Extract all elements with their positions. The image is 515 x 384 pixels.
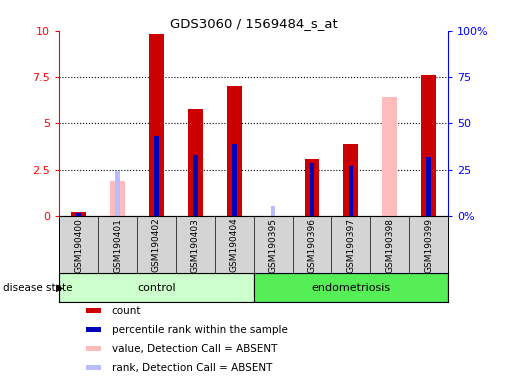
Text: ▶: ▶ [56,283,63,293]
Text: GSM190396: GSM190396 [307,218,316,273]
Bar [87,346,101,351]
Text: GSM190398: GSM190398 [385,218,394,273]
Bar [271,206,276,216]
Bar [421,75,436,216]
Bar [115,170,120,216]
Bar [193,155,198,216]
Text: count: count [112,306,141,316]
Bar [110,181,125,216]
Bar [310,163,314,216]
Text: value, Detection Call = ABSENT: value, Detection Call = ABSENT [112,344,277,354]
Text: GSM190401: GSM190401 [113,218,122,273]
Text: percentile rank within the sample: percentile rank within the sample [112,325,287,335]
Text: GSM190404: GSM190404 [230,218,238,272]
Bar [426,157,431,216]
Bar [349,166,353,216]
Bar [76,213,81,216]
Bar [227,86,242,216]
Bar [188,109,203,216]
Bar [149,35,164,216]
Bar [232,144,236,216]
Text: endometriosis: endometriosis [311,283,390,293]
Bar [344,144,358,216]
Text: GSM190397: GSM190397 [347,218,355,273]
Bar [71,212,86,216]
Text: GSM190402: GSM190402 [152,218,161,272]
Bar [59,273,253,302]
Text: control: control [137,283,176,293]
Bar [382,98,397,216]
Text: disease state: disease state [3,283,72,293]
Text: GSM190395: GSM190395 [269,218,278,273]
Bar [253,273,448,302]
Text: GSM190400: GSM190400 [74,218,83,273]
Bar [87,308,101,313]
Bar [87,327,101,332]
Text: GSM190399: GSM190399 [424,218,433,273]
Text: GSM190403: GSM190403 [191,218,200,273]
Bar [304,159,319,216]
Text: rank, Detection Call = ABSENT: rank, Detection Call = ABSENT [112,363,272,373]
Bar [87,365,101,370]
Bar [154,136,159,216]
Title: GDS3060 / 1569484_s_at: GDS3060 / 1569484_s_at [170,17,337,30]
